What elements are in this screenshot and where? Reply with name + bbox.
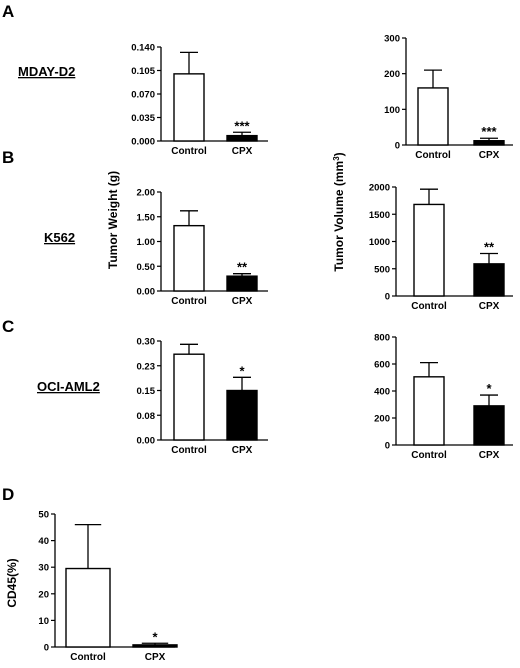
y-tick-label: 0.000 [131, 137, 155, 148]
y-tick-label: 0 [385, 441, 390, 452]
y-tick-label: 0.140 [131, 43, 155, 54]
bar-control [413, 376, 445, 446]
y-tick-label: 200 [374, 414, 390, 425]
y-tick-label: 800 [374, 333, 390, 344]
y-tick-label: 0.035 [131, 113, 155, 124]
y-tick-label: 0.00 [137, 287, 156, 298]
significance-marker: * [486, 381, 492, 396]
significance-marker: ** [484, 239, 495, 254]
bar-control [173, 224, 205, 292]
significance-marker: *** [234, 118, 250, 133]
significance-marker: * [152, 629, 158, 644]
category-label: Control [415, 150, 451, 161]
y-tick-label: 0 [385, 292, 390, 303]
y-tick-label: 1000 [369, 237, 390, 248]
chart-A-volume: 0 100 200 300 Control *** CPX [384, 34, 513, 161]
y-tick-label: 1.00 [137, 237, 156, 248]
y-tick-label: 1.50 [137, 212, 156, 223]
category-label: CPX [232, 296, 253, 307]
y-tick-label: 0.30 [137, 337, 156, 348]
panel-label-d: D [2, 485, 14, 504]
y-title-tumor-volume-close: ) [332, 152, 346, 156]
y-tick-label: 30 [38, 563, 49, 574]
y-tick-label: 0.15 [137, 386, 156, 397]
category-label: Control [171, 445, 207, 456]
row-label-k562: K562 [44, 230, 75, 245]
panel-label-b: B [2, 148, 14, 167]
chart-D-cd45: 0 10 20 30 40 50 Control * CPX [38, 510, 178, 663]
y-title-tumor-volume-sup: 3 [332, 156, 341, 161]
bar-cpx [226, 134, 258, 142]
panel-label-a: A [2, 2, 14, 21]
y-tick-label: 500 [374, 264, 390, 275]
category-label: CPX [479, 150, 500, 161]
y-title-tumor-volume-text: Tumor Volume (mm [332, 161, 346, 272]
y-tick-label: 0.50 [137, 262, 156, 273]
chart-C-volume: 0 200 400 600 800 Control * CPX [374, 333, 513, 461]
y-tick-label: 0 [395, 141, 400, 152]
y-tick-label: 0.23 [137, 361, 156, 372]
y-tick-label: 600 [374, 360, 390, 371]
y-tick-label: 0.00 [137, 436, 156, 447]
category-label: Control [70, 652, 106, 663]
bar-cpx [226, 275, 258, 292]
bar-control [413, 203, 445, 297]
bar-control [173, 73, 205, 142]
y-title-tumor-volume: Tumor Volume (mm3) [332, 152, 346, 271]
y-tick-label: 2.00 [137, 188, 156, 199]
significance-marker: ** [237, 260, 248, 275]
bar-cpx [473, 140, 505, 146]
category-label: Control [171, 146, 207, 157]
y-tick-label: 40 [38, 536, 49, 547]
significance-marker: *** [481, 124, 497, 139]
chart-B-weight: 0.00 0.50 1.00 1.50 2.00 Control ** CPX [137, 188, 268, 307]
chart-A-weight: 0.000 0.035 0.070 0.105 0.140 Control *** CPX [131, 43, 268, 157]
category-label: CPX [232, 445, 253, 456]
y-tick-label: 2000 [369, 183, 390, 194]
bar-cpx [132, 644, 178, 648]
panel-label-c: C [2, 317, 14, 336]
y-tick-label: 100 [384, 105, 400, 116]
y-tick-label: 50 [38, 510, 49, 521]
category-label: Control [171, 296, 207, 307]
bar-cpx [473, 263, 505, 297]
y-tick-label: 0 [44, 643, 49, 654]
bar-cpx [226, 389, 258, 441]
y-tick-label: 0.105 [131, 66, 155, 77]
category-label: CPX [479, 301, 500, 312]
row-label-oci-aml2: OCI-AML2 [37, 379, 100, 394]
category-label: CPX [145, 652, 166, 663]
y-tick-label: 0.070 [131, 90, 155, 101]
y-tick-label: 200 [384, 69, 400, 80]
y-tick-label: 20 [38, 589, 49, 600]
y-tick-label: 300 [384, 34, 400, 45]
bar-control [173, 353, 205, 441]
y-tick-label: 400 [374, 387, 390, 398]
row-label-mday-d2: MDAY-D2 [18, 64, 75, 79]
chart-B-volume: 0 500 1000 1500 2000 Control ** CPX [369, 183, 513, 312]
bar-control [65, 567, 111, 648]
category-label: Control [411, 450, 447, 461]
bar-cpx [473, 405, 505, 446]
significance-marker: * [239, 363, 245, 378]
y-title-tumor-weight: Tumor Weight (g) [106, 171, 120, 269]
category-label: CPX [479, 450, 500, 461]
y-tick-label: 1500 [369, 210, 390, 221]
y-title-cd45: CD45(%) [5, 558, 19, 607]
category-label: Control [411, 301, 447, 312]
y-tick-label: 0.08 [137, 411, 156, 422]
y-tick-label: 10 [38, 616, 49, 627]
bar-control [417, 87, 449, 146]
chart-C-weight: 0.00 0.08 0.15 0.23 0.30 Control * CPX [137, 337, 268, 456]
category-label: CPX [232, 146, 253, 157]
